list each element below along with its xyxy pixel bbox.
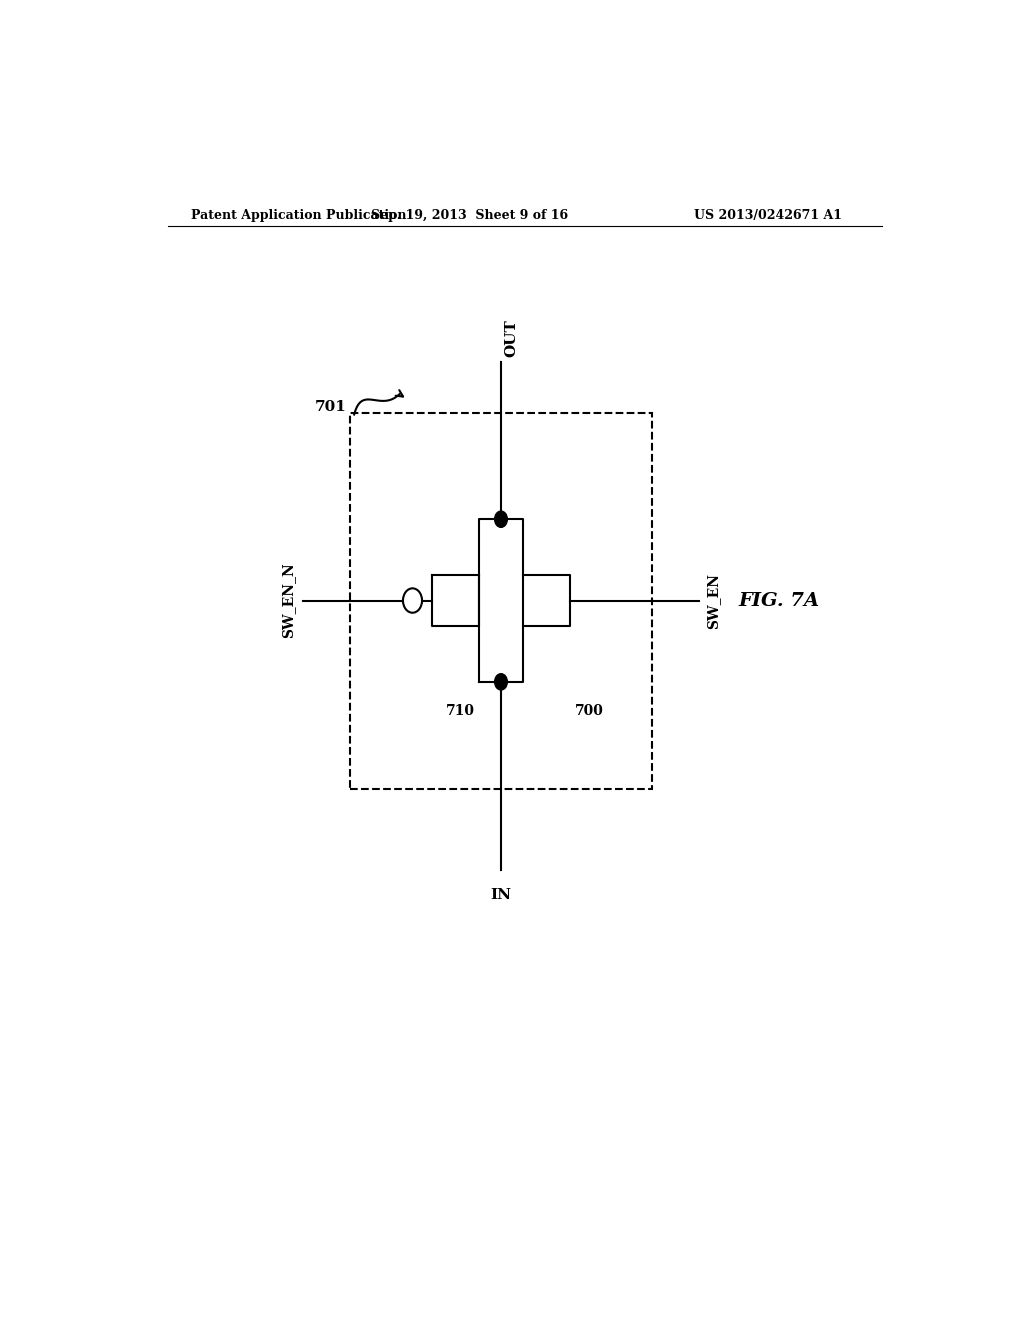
FancyArrowPatch shape [395, 391, 403, 396]
Text: Sep. 19, 2013  Sheet 9 of 16: Sep. 19, 2013 Sheet 9 of 16 [371, 209, 568, 222]
Text: IN: IN [490, 888, 512, 902]
Text: 710: 710 [446, 704, 475, 718]
Text: 700: 700 [574, 704, 603, 718]
Text: SW_EN: SW_EN [707, 573, 721, 628]
Text: OUT: OUT [504, 319, 518, 356]
Circle shape [495, 673, 507, 690]
Text: Patent Application Publication: Patent Application Publication [191, 209, 407, 222]
Circle shape [495, 511, 507, 528]
Text: FIG. 7A: FIG. 7A [738, 591, 819, 610]
Text: US 2013/0242671 A1: US 2013/0242671 A1 [694, 209, 842, 222]
Text: 701: 701 [314, 400, 346, 414]
Circle shape [403, 589, 422, 612]
Text: SW_EN_N: SW_EN_N [282, 562, 295, 639]
